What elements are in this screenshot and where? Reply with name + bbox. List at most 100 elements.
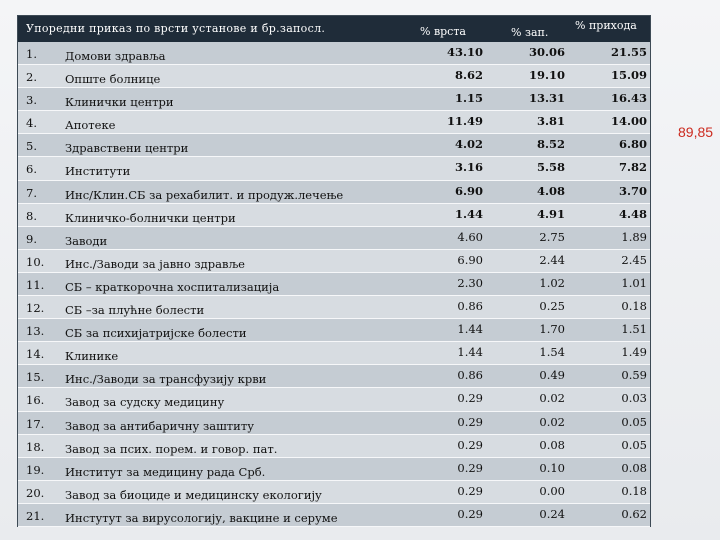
institution-name: Клиничко-болнички центри xyxy=(65,210,236,225)
income-percent-value: 2.45 xyxy=(621,252,647,267)
row-number: 11. xyxy=(26,277,45,292)
institution-name: Заводи xyxy=(65,233,108,248)
income-percent-value: 1.49 xyxy=(621,345,647,360)
employees-percent-value: 4.91 xyxy=(536,206,565,221)
type-percent-value: 2.30 xyxy=(457,275,483,290)
employees-percent-value: 5.58 xyxy=(536,160,565,175)
employees-percent-value: 0.08 xyxy=(539,437,565,452)
table-row: 13. СБ за психијатријске болести 1.44 1.70 1… xyxy=(18,319,650,343)
table-row: 19. Институт за медицину рада Срб. 0.29 0.1… xyxy=(18,457,650,481)
row-number: 12. xyxy=(26,301,45,316)
type-percent-value: 1.44 xyxy=(457,345,483,360)
side-total-note: 89,85 xyxy=(678,124,714,140)
employees-percent-value: 0.02 xyxy=(539,391,565,406)
table-row: 14. Клинике 1.44 1.54 1.49 xyxy=(18,342,650,366)
row-number: 13. xyxy=(26,324,45,339)
row-number: 14. xyxy=(26,347,45,362)
table-row: 3. Клинички центри 1.15 13.31 16.43 xyxy=(18,88,650,112)
institution-name: СБ –за плућне болести xyxy=(65,303,205,318)
employees-percent-value: 0.49 xyxy=(539,368,565,383)
table-header: Упоредни приказ по врсти установе и бр.з… xyxy=(18,16,650,42)
institution-name: Домови здравља xyxy=(65,49,166,63)
institution-name: Инс./Заводи за трансфузију крви xyxy=(65,372,267,387)
table-row: 9. Заводи 4.60 2.75 1.89 xyxy=(18,226,650,250)
type-percent-value: 0.29 xyxy=(457,437,483,452)
table-body: 1. Домови здравља 43.10 30.06 21.55 2. Опште б… xyxy=(18,42,650,527)
type-percent-value: 8.62 xyxy=(454,68,483,83)
employees-percent-value: 0.24 xyxy=(539,506,565,521)
row-number: 8. xyxy=(26,208,37,223)
income-percent-value: 0.03 xyxy=(621,391,647,406)
income-percent-value: 1.89 xyxy=(621,229,647,244)
table-row: 21. Инстутут за вирусологију, вакцине и с… xyxy=(18,503,650,527)
row-number: 19. xyxy=(26,462,45,477)
income-percent-value: 1.01 xyxy=(621,275,647,290)
table-row: 1. Домови здравља 43.10 30.06 21.55 xyxy=(18,42,650,66)
row-number: 4. xyxy=(26,116,37,131)
institution-name: Клинике xyxy=(65,349,119,364)
type-percent-value: 0.86 xyxy=(457,299,483,314)
row-number: 9. xyxy=(26,231,37,246)
column-header-income-percent: % прихода xyxy=(575,19,637,32)
type-percent-value: 1.44 xyxy=(454,206,483,221)
institution-name: Апотеке xyxy=(65,118,116,133)
table-row: 11. СБ – краткорочна хоспитализација 2.30 1… xyxy=(18,272,650,297)
institution-name: Завод за биоциде и медицинску екологију xyxy=(65,487,322,502)
type-percent-value: 4.60 xyxy=(457,229,483,244)
type-percent-value: 6.90 xyxy=(454,183,483,198)
income-percent-value: 14.00 xyxy=(610,114,647,129)
institution-name: Завод за псих. порем. и говор. пат. xyxy=(65,441,278,456)
income-percent-value: 4.48 xyxy=(618,206,647,221)
income-percent-value: 1.51 xyxy=(621,322,647,337)
employees-percent-value: 1.02 xyxy=(539,275,565,290)
table-row: 16. Завод за судску медицину 0.29 0.02 0.03 xyxy=(18,388,650,412)
income-percent-value: 0.18 xyxy=(621,483,647,498)
institution-name: Инс/Клин.СБ за рехабилит. и продуж.лечењ… xyxy=(65,187,344,202)
institution-name: Клинички центри xyxy=(65,95,174,110)
type-percent-value: 1.44 xyxy=(457,322,483,337)
column-header-type-percent: % врста xyxy=(420,25,466,38)
row-number: 2. xyxy=(26,70,37,85)
income-percent-value: 0.18 xyxy=(621,299,647,314)
type-percent-value: 4.02 xyxy=(454,137,483,152)
table-title: Упоредни приказ по врсти установе и бр.з… xyxy=(26,22,326,35)
row-number: 16. xyxy=(26,393,45,408)
institution-name: Инс./Заводи за јавно здравље xyxy=(65,256,245,271)
income-percent-value: 0.62 xyxy=(621,506,647,521)
row-number: 20. xyxy=(26,485,45,500)
employees-percent-value: 0.00 xyxy=(539,483,565,498)
type-percent-value: 0.29 xyxy=(457,483,483,498)
type-percent-value: 0.86 xyxy=(457,368,483,383)
table-row: 5. Здравствени центри 4.02 8.52 6.80 xyxy=(18,134,650,158)
employees-percent-value: 1.54 xyxy=(539,345,565,360)
institution-name: Инстутут за вирусологију, вакцине и серу… xyxy=(65,510,338,525)
type-percent-value: 0.29 xyxy=(457,391,483,406)
comparison-table: Упоредни приказ по врсти установе и бр.з… xyxy=(17,15,651,527)
row-number: 10. xyxy=(26,254,45,269)
type-percent-value: 0.29 xyxy=(457,414,483,429)
institution-name: СБ за психијатријске болести xyxy=(65,326,247,341)
employees-percent-value: 0.02 xyxy=(539,414,565,429)
institution-name: Опште болнице xyxy=(65,72,161,87)
row-number: 3. xyxy=(26,93,37,108)
employees-percent-value: 8.52 xyxy=(536,137,565,152)
employees-percent-value: 0.10 xyxy=(539,460,565,475)
table-row: 6. Институти 3.16 5.58 7.82 xyxy=(18,157,650,181)
institution-name: Завод за антибаричну заштиту xyxy=(65,418,254,433)
income-percent-value: 15.09 xyxy=(610,68,647,83)
table-row: 12. СБ –за плућне болести 0.86 0.25 0.18 xyxy=(18,296,650,320)
income-percent-value: 7.82 xyxy=(618,160,647,175)
employees-percent-value: 2.44 xyxy=(539,252,565,267)
table-row: 2. Опште болнице 8.62 19.10 15.09 xyxy=(18,65,650,89)
employees-percent-value: 19.10 xyxy=(528,68,565,83)
row-number: 15. xyxy=(26,370,45,385)
income-percent-value: 16.43 xyxy=(610,91,647,106)
income-percent-value: 0.05 xyxy=(621,414,647,429)
income-percent-value: 0.05 xyxy=(621,437,647,452)
row-number: 18. xyxy=(26,439,45,454)
row-number: 5. xyxy=(26,139,37,154)
table-row: 18. Завод за псих. порем. и говор. пат. 0.… xyxy=(18,434,650,458)
table-row: 15. Инс./Заводи за трансфузију крви 0.86 0.… xyxy=(18,365,650,389)
column-header-employees-percent: % зап. xyxy=(511,26,549,39)
